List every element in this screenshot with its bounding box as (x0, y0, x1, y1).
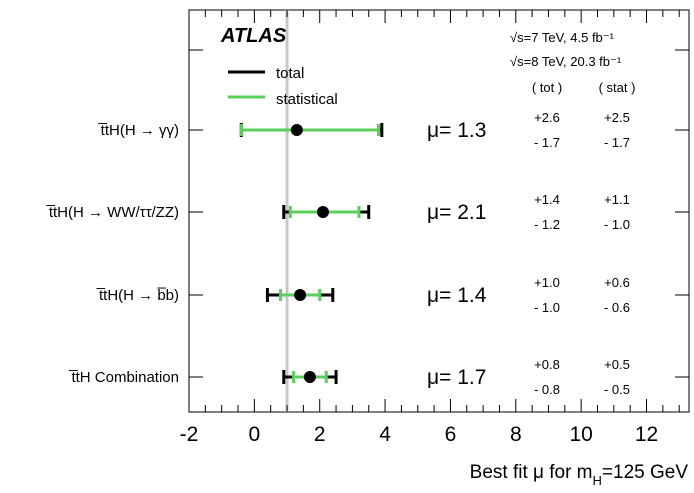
total-up-uncertainty: +0.8 (534, 357, 560, 372)
total-down-uncertainty: - 1.7 (534, 135, 560, 150)
total-down-uncertainty: - 0.8 (534, 382, 560, 397)
axis-ticks (188, 10, 689, 412)
total-down-uncertainty: - 1.0 (534, 300, 560, 315)
mu-label: μ= 2.1 (427, 201, 486, 224)
x-tick-label: 10 (569, 423, 592, 446)
stat-up-uncertainty: +0.5 (604, 357, 630, 372)
stat-up-uncertainty: +2.5 (604, 110, 630, 125)
mu-labels: μ= 1.3 μ= 2.1 μ= 1.4 μ= 1.7 (427, 119, 487, 389)
x-tick-label: 6 (445, 423, 457, 446)
category-label: t̅tH(H → γγ) (98, 122, 179, 139)
legend: total statistical (228, 65, 338, 108)
total-up-uncertainty: +1.0 (534, 275, 560, 290)
total-down-uncertainty: - 1.2 (534, 217, 560, 232)
best-fit-point (290, 124, 303, 136)
energy-label-7tev: √s=7 TeV, 4.5 fb⁻¹ (510, 30, 615, 45)
stat-up-uncertainty: +1.1 (604, 192, 630, 207)
x-tick-label: 8 (510, 423, 522, 446)
stat-down-uncertainty: - 0.5 (604, 382, 630, 397)
stat-down-uncertainty: - 1.7 (604, 135, 630, 150)
best-fit-point (316, 206, 329, 218)
best-fit-point (294, 289, 307, 301)
x-axis-label: Best fit μ for mH=125 GeV (470, 462, 689, 488)
category-label: t̅tH Combination (68, 369, 179, 386)
category-labels: t̅tH(H → γγ) t̅tH(H → WW/ττ/ZZ) t̅tH(H → b… (46, 122, 179, 386)
uncertainty-labels: +2.6 - 1.7 +2.5 - 1.7 +1.4 - 1.2 +1.1 - 1.0 +1.0… (534, 110, 630, 397)
experiment-label: ATLAS (220, 25, 287, 47)
stat-down-uncertainty: - 0.6 (604, 300, 630, 315)
stat-down-uncertainty: - 1.0 (604, 217, 630, 232)
stat-up-uncertainty: +0.6 (604, 275, 630, 290)
column-header-tot: ( tot ) (532, 80, 562, 95)
x-tick-label: 4 (379, 423, 391, 446)
x-tick-labels: -2 0 2 4 6 8 10 12 (180, 423, 659, 446)
error-bars (239, 123, 384, 384)
total-up-uncertainty: +1.4 (534, 192, 560, 207)
x-tick-label: 12 (635, 423, 658, 446)
x-tick-label: 2 (314, 423, 326, 446)
legend-total-label: total (276, 65, 304, 82)
category-label: t̅tH(H → b̅b) (96, 287, 179, 304)
mu-label: μ= 1.7 (427, 366, 486, 389)
column-header-stat: ( stat ) (599, 80, 636, 95)
best-fit-point (303, 371, 316, 383)
legend-stat-label: statistical (276, 91, 338, 108)
category-label: t̅tH(H → WW/ττ/ZZ) (46, 204, 179, 221)
total-up-uncertainty: +2.6 (534, 110, 560, 125)
mu-label: μ= 1.4 (427, 284, 487, 307)
mu-label: μ= 1.3 (427, 119, 486, 142)
x-tick-label: 0 (249, 423, 261, 446)
x-tick-label: -2 (180, 423, 199, 446)
plot-frame (188, 9, 690, 413)
energy-label-8tev: √s=8 TeV, 20.3 fb⁻¹ (510, 54, 622, 69)
